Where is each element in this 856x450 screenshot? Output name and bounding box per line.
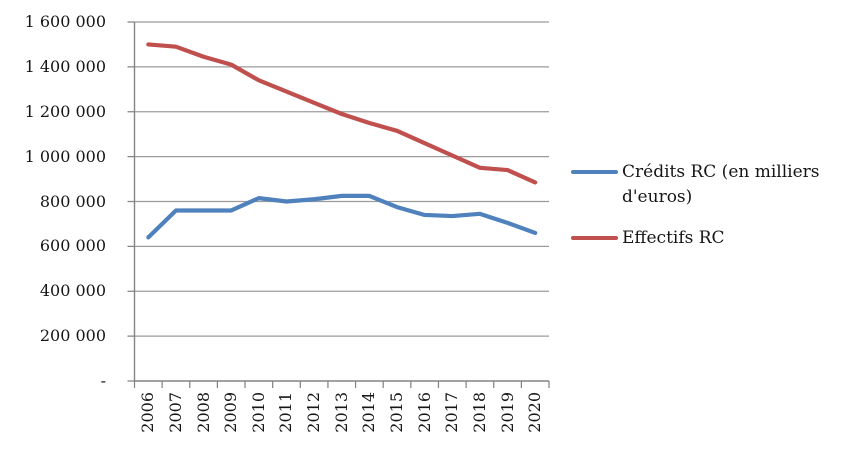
x-axis-tick-label: 2006	[138, 392, 158, 433]
y-axis-tick-label: 1 000 000	[24, 146, 106, 166]
x-axis-tick-label: 2019	[497, 392, 517, 433]
y-axis-tick-label: 600 000	[39, 236, 106, 256]
y-axis-tick-label: 1 600 000	[24, 12, 106, 31]
x-axis-tick-label: 2017	[442, 392, 462, 433]
y-axis-tick-label: 800 000	[39, 191, 106, 211]
x-axis-tick-label: 2007	[165, 392, 185, 433]
x-axis-tick-label: 2009	[221, 392, 241, 433]
legend-label-effectifs-rc: Effectifs RC	[622, 228, 725, 248]
x-axis-tick-label: 2013	[331, 392, 351, 433]
legend-label-credits-rc: Crédits RC (en milliers d'euros)	[622, 162, 820, 207]
y-axis-tick-label: 1 200 000	[24, 101, 106, 121]
y-axis-tick-label: 1 400 000	[24, 56, 106, 76]
y-axis-tick-label: -	[100, 371, 106, 390]
legend-marker-effectifs-rc-icon	[571, 236, 618, 240]
x-axis-tick-label: 2010	[248, 392, 268, 433]
series-line-0	[146, 193, 538, 240]
x-axis-tick-label: 2016	[414, 392, 434, 433]
x-axis-tick-label: 2018	[469, 392, 489, 433]
legend-marker-credits-rc-icon	[571, 170, 618, 174]
series-line-1	[146, 42, 538, 185]
x-axis-tick-label: 2008	[193, 392, 213, 433]
x-axis-tick-label: 2011	[276, 392, 296, 433]
legend: Crédits RC (en milliers d'euros) Effecti…	[571, 160, 843, 251]
y-axis-tick-label: 200 000	[39, 326, 106, 346]
legend-item-effectifs-rc: Effectifs RC	[571, 226, 843, 251]
x-axis-tick-label: 2014	[359, 392, 379, 433]
legend-item-credits-rc: Crédits RC (en milliers d'euros)	[571, 160, 843, 210]
y-axis-tick-label: 400 000	[39, 281, 106, 301]
x-axis-tick-label: 2015	[387, 392, 407, 433]
x-axis-tick-label: 2020	[525, 392, 545, 433]
x-axis-tick-label: 2012	[304, 392, 324, 433]
